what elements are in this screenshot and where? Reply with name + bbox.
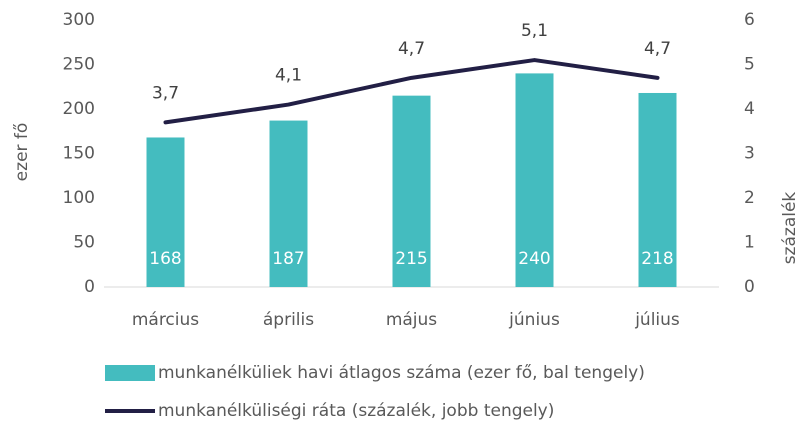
- bar: [515, 73, 554, 288]
- y-tick-label: 100: [63, 188, 95, 208]
- legend-swatch: [105, 365, 155, 381]
- y2-tick-label: 5: [744, 55, 755, 75]
- bar: [269, 120, 308, 287]
- y2-tick-label: 6: [744, 10, 755, 30]
- line-value-label: 5,1: [521, 21, 548, 41]
- y2-tick-label: 0: [744, 277, 755, 297]
- line: [163, 58, 660, 125]
- x-tick-label: július: [634, 310, 680, 330]
- y-tick-label: 50: [73, 233, 95, 253]
- x-tick-label: május: [386, 310, 437, 330]
- bar-value-label: 215: [395, 249, 427, 269]
- y2-axis-title: százalék: [780, 192, 800, 265]
- legend-label: munkanélküliségi ráta (százalék, jobb te…: [158, 401, 554, 421]
- bar-value-label: 187: [272, 249, 304, 269]
- bar-value-label: 218: [641, 249, 673, 269]
- bar: [392, 95, 431, 288]
- line-value-label: 4,7: [398, 39, 425, 59]
- bar: [146, 137, 185, 287]
- x-tick-label: április: [263, 310, 314, 330]
- line-value-label: 4,1: [275, 66, 302, 86]
- y-tick-label: 0: [84, 277, 95, 297]
- y-tick-label: 250: [63, 55, 95, 75]
- y-tick-label: 300: [63, 10, 95, 30]
- bar-value-label: 168: [149, 249, 181, 269]
- y2-tick-label: 1: [744, 233, 755, 253]
- y-axis-title: ezer fő: [12, 123, 32, 182]
- bar: [638, 92, 677, 287]
- y-tick-label: 200: [63, 99, 95, 119]
- line-value-label: 4,7: [644, 39, 671, 59]
- y-tick-label: 150: [63, 144, 95, 164]
- bar-value-label: 240: [518, 249, 550, 269]
- legend-label: munkanélküliek havi átlagos száma (ezer …: [158, 363, 645, 383]
- y2-tick-label: 4: [744, 99, 755, 119]
- y2-tick-label: 2: [744, 188, 755, 208]
- x-tick-label: június: [508, 310, 560, 330]
- y2-tick-label: 3: [744, 144, 755, 164]
- x-tick-label: március: [132, 310, 199, 330]
- line-value-label: 3,7: [152, 83, 179, 103]
